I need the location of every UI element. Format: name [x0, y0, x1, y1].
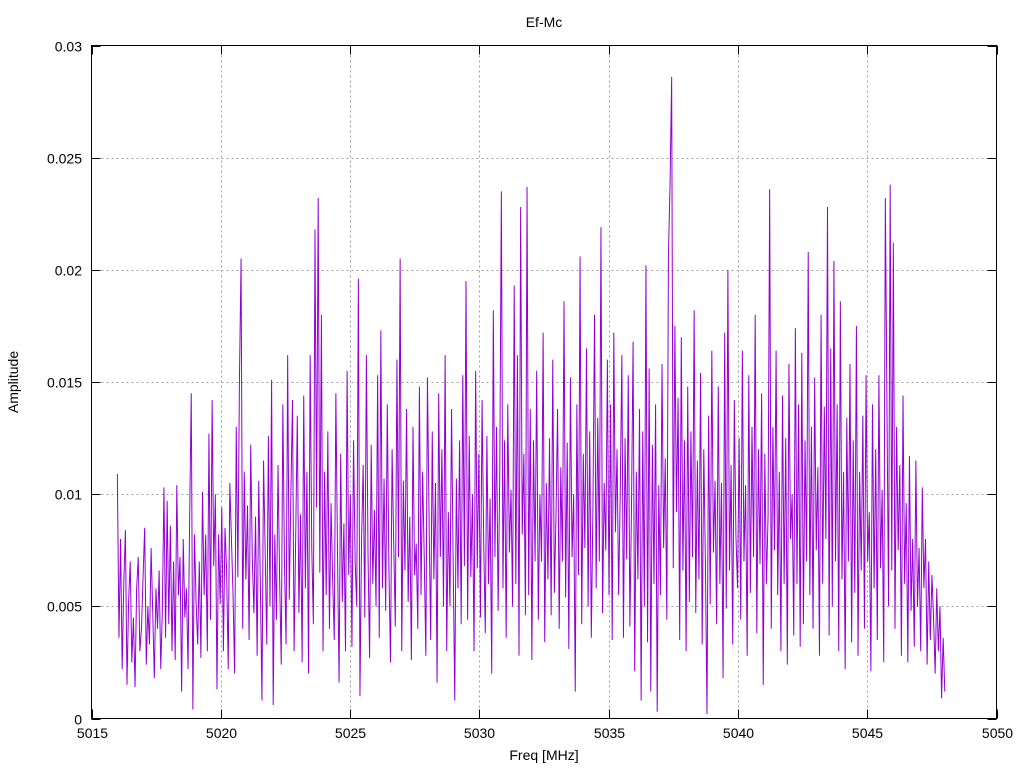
x-tick-labels: 5015 5020 5025 5030 5035 5040 5045 5050: [77, 725, 1013, 741]
y-tick-label: 0: [74, 712, 82, 728]
x-tick-label: 5045: [852, 725, 883, 741]
y-tick-label: 0.015: [47, 375, 82, 391]
x-tick-label: 5015: [77, 725, 108, 741]
y-tick-label: 0.03: [55, 39, 82, 55]
chart-title: Ef-Mc: [526, 14, 563, 30]
y-tick-label: 0.025: [47, 151, 82, 167]
x-tick-label: 5025: [335, 725, 366, 741]
y-tick-label: 0.01: [55, 487, 82, 503]
x-axis-label: Freq [MHz]: [509, 747, 578, 763]
x-tick-label: 5040: [723, 725, 754, 741]
y-tick-label: 0.02: [55, 263, 82, 279]
amplitude-series-line: [116, 76, 946, 715]
y-axis-label: Amplitude: [5, 351, 21, 413]
x-tick-label: 5050: [982, 725, 1013, 741]
y-tick-label: 0.005: [47, 599, 82, 615]
axis-ticks: [91, 45, 998, 720]
x-tick-label: 5030: [464, 725, 495, 741]
y-tick-labels: 0 0.005 0.01 0.015 0.02 0.025 0.03: [47, 39, 82, 728]
x-tick-label: 5020: [206, 725, 237, 741]
x-tick-label: 5035: [594, 725, 625, 741]
